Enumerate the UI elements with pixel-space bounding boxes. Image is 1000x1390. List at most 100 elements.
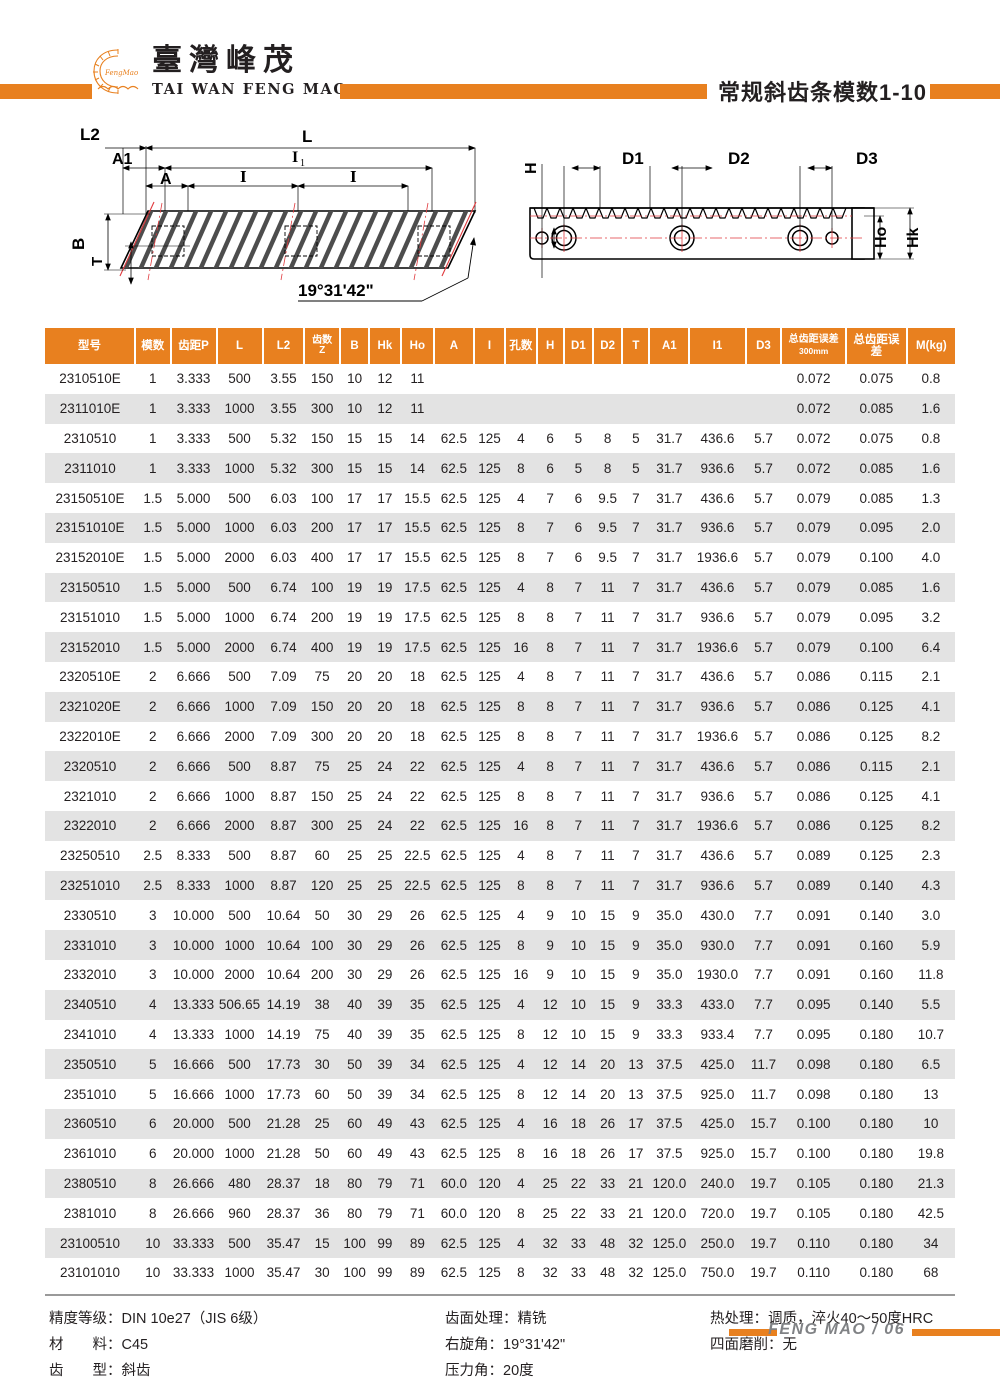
table-cell: 425.0 xyxy=(700,1116,735,1132)
table-cell: 14.19 xyxy=(266,997,301,1013)
table-cell: 0.110 xyxy=(797,1235,831,1251)
table-cell: 125 xyxy=(478,1086,501,1102)
table-cell: 22 xyxy=(570,1205,586,1221)
table-cell: 125 xyxy=(478,490,501,506)
table-cell: 50 xyxy=(347,1086,363,1102)
table-cell: 6.03 xyxy=(270,550,297,566)
table-row: 2320510E 2 6.666 500 7.09 75 20 20 18 62.5 125 4 8 7 1… xyxy=(45,661,955,692)
table-cell: 89 xyxy=(409,1265,425,1281)
table-cell: 7 xyxy=(632,579,640,595)
table-cell: 10.7 xyxy=(917,1026,945,1042)
company-logo-icon: FengMao xyxy=(88,46,148,98)
table-cell: 42.5 xyxy=(917,1205,945,1221)
table-cell: 0.180 xyxy=(859,1175,894,1191)
table-row: 23251010 2.5 8.333 1000 8.87 120 25 25 22.5 62.5 1… xyxy=(45,870,955,901)
table-cell: 1 xyxy=(148,430,157,446)
table-cell: 7 xyxy=(632,848,640,864)
table-cell: 33.333 xyxy=(172,1235,215,1251)
table-cell: 62.5 xyxy=(440,1235,468,1251)
th-teeth-count-top: 齿数 xyxy=(312,334,333,346)
table-cell: 62.5 xyxy=(440,579,468,595)
table-cell: 7 xyxy=(574,669,583,685)
table-cell: 31.7 xyxy=(656,579,683,595)
table-cell xyxy=(649,394,689,424)
table-cell: 0.091 xyxy=(796,907,831,923)
table-cell: 8.87 xyxy=(270,758,297,774)
table-cell: 1 xyxy=(148,371,157,387)
table-cell: 17.5 xyxy=(404,579,431,595)
table-cell: 25 xyxy=(377,848,393,864)
table-cell: 5.5 xyxy=(921,997,941,1013)
table-cell: 9 xyxy=(632,937,640,953)
table-cell: 31.7 xyxy=(656,669,683,685)
table-cell: 20 xyxy=(347,669,363,685)
table-cell: 62.5 xyxy=(440,907,468,923)
table-cell: 8.87 xyxy=(270,788,297,804)
table-cell: 62.5 xyxy=(440,639,468,655)
table-cell xyxy=(537,364,564,394)
table-cell: 4 xyxy=(517,669,525,685)
th-pitch: 齿距P xyxy=(169,328,218,364)
table-cell: 25 xyxy=(347,788,363,804)
table-cell: 30 xyxy=(314,1265,330,1281)
table-cell: 12 xyxy=(377,371,393,387)
table-cell: 7 xyxy=(574,788,583,804)
table-cell: 0.180 xyxy=(859,1265,894,1281)
svg-text:L: L xyxy=(302,127,312,146)
table-cell: 4 xyxy=(148,997,157,1013)
table-cell: 0.180 xyxy=(859,1146,894,1162)
table-cell: 6 xyxy=(546,460,554,476)
table-cell: 436.6 xyxy=(700,490,735,506)
table-cell: 125 xyxy=(478,460,501,476)
table-row: 2350510 5 16.666 500 17.73 30 50 39 34 62.5 125 4 12… xyxy=(45,1049,955,1080)
table-cell: 32 xyxy=(628,1235,644,1251)
table-cell: 9 xyxy=(546,907,554,923)
table-cell: 10 xyxy=(570,1026,586,1042)
table-cell: 4 xyxy=(517,1116,525,1132)
table-cell: 500 xyxy=(228,907,251,923)
header-accent-bar-mid xyxy=(340,84,707,99)
table-cell xyxy=(746,394,782,424)
note-four-side-grinding: 四面磨削：无 xyxy=(710,1336,797,1353)
table-cell: 15 xyxy=(314,1235,330,1251)
table-cell: 21.3 xyxy=(917,1175,945,1191)
table-cell: 29 xyxy=(377,967,393,983)
table-cell: 750.0 xyxy=(700,1265,735,1281)
table-cell: 0.079 xyxy=(796,609,831,625)
footer-page-label: FENG MAO / 06 xyxy=(768,1321,905,1338)
table-cell: 6.03 xyxy=(270,490,297,506)
cell-model: 2320510E xyxy=(59,669,121,685)
table-cell: 49 xyxy=(377,1146,393,1162)
th-module: 模数 xyxy=(133,328,172,364)
table-cell: 0.089 xyxy=(796,877,831,893)
table-cell: 100 xyxy=(343,1235,366,1251)
table-cell: 15.7 xyxy=(750,1116,777,1132)
table-row: 23152010E 1.5 5.000 2000 6.03 400 17 17 15.5 62.5… xyxy=(45,542,955,573)
table-cell: 0.100 xyxy=(796,1146,831,1162)
table-cell: 17 xyxy=(628,1116,644,1132)
table-cell: 125 xyxy=(478,848,501,864)
svg-text:A: A xyxy=(160,171,172,188)
table-cell: 99 xyxy=(377,1235,393,1251)
table-cell: 400 xyxy=(310,639,334,655)
th-pitch-error-total: 总齿距误差 xyxy=(845,328,908,364)
table-cell: 19.7 xyxy=(750,1265,777,1281)
table-cell: 62.5 xyxy=(440,520,468,536)
table-cell: 8 xyxy=(517,728,525,744)
table-cell: 31.7 xyxy=(656,699,683,715)
table-cell: 33 xyxy=(570,1265,586,1281)
table-cell: 31.7 xyxy=(656,639,683,655)
table-cell: 8.2 xyxy=(921,728,941,744)
rack-top-view-diagram: L2 L A1 I 1 A I I xyxy=(70,118,490,318)
brand-name-cn: 臺灣峰茂 xyxy=(152,43,300,78)
page-header: FengMao 臺灣峰茂 TAI WAN FENG MAO 常规斜齿条模数1-1… xyxy=(0,0,1000,118)
table-cell: 6.666 xyxy=(176,818,211,834)
table-cell: 6 xyxy=(574,550,583,566)
table-cell: 75 xyxy=(314,1026,330,1042)
table-cell: 26 xyxy=(409,937,425,953)
table-cell xyxy=(505,364,536,394)
table-cell: 25 xyxy=(347,758,363,774)
table-cell: 150 xyxy=(310,371,334,387)
table-cell: 4.0 xyxy=(921,550,941,566)
table-cell: 0.079 xyxy=(796,639,831,655)
